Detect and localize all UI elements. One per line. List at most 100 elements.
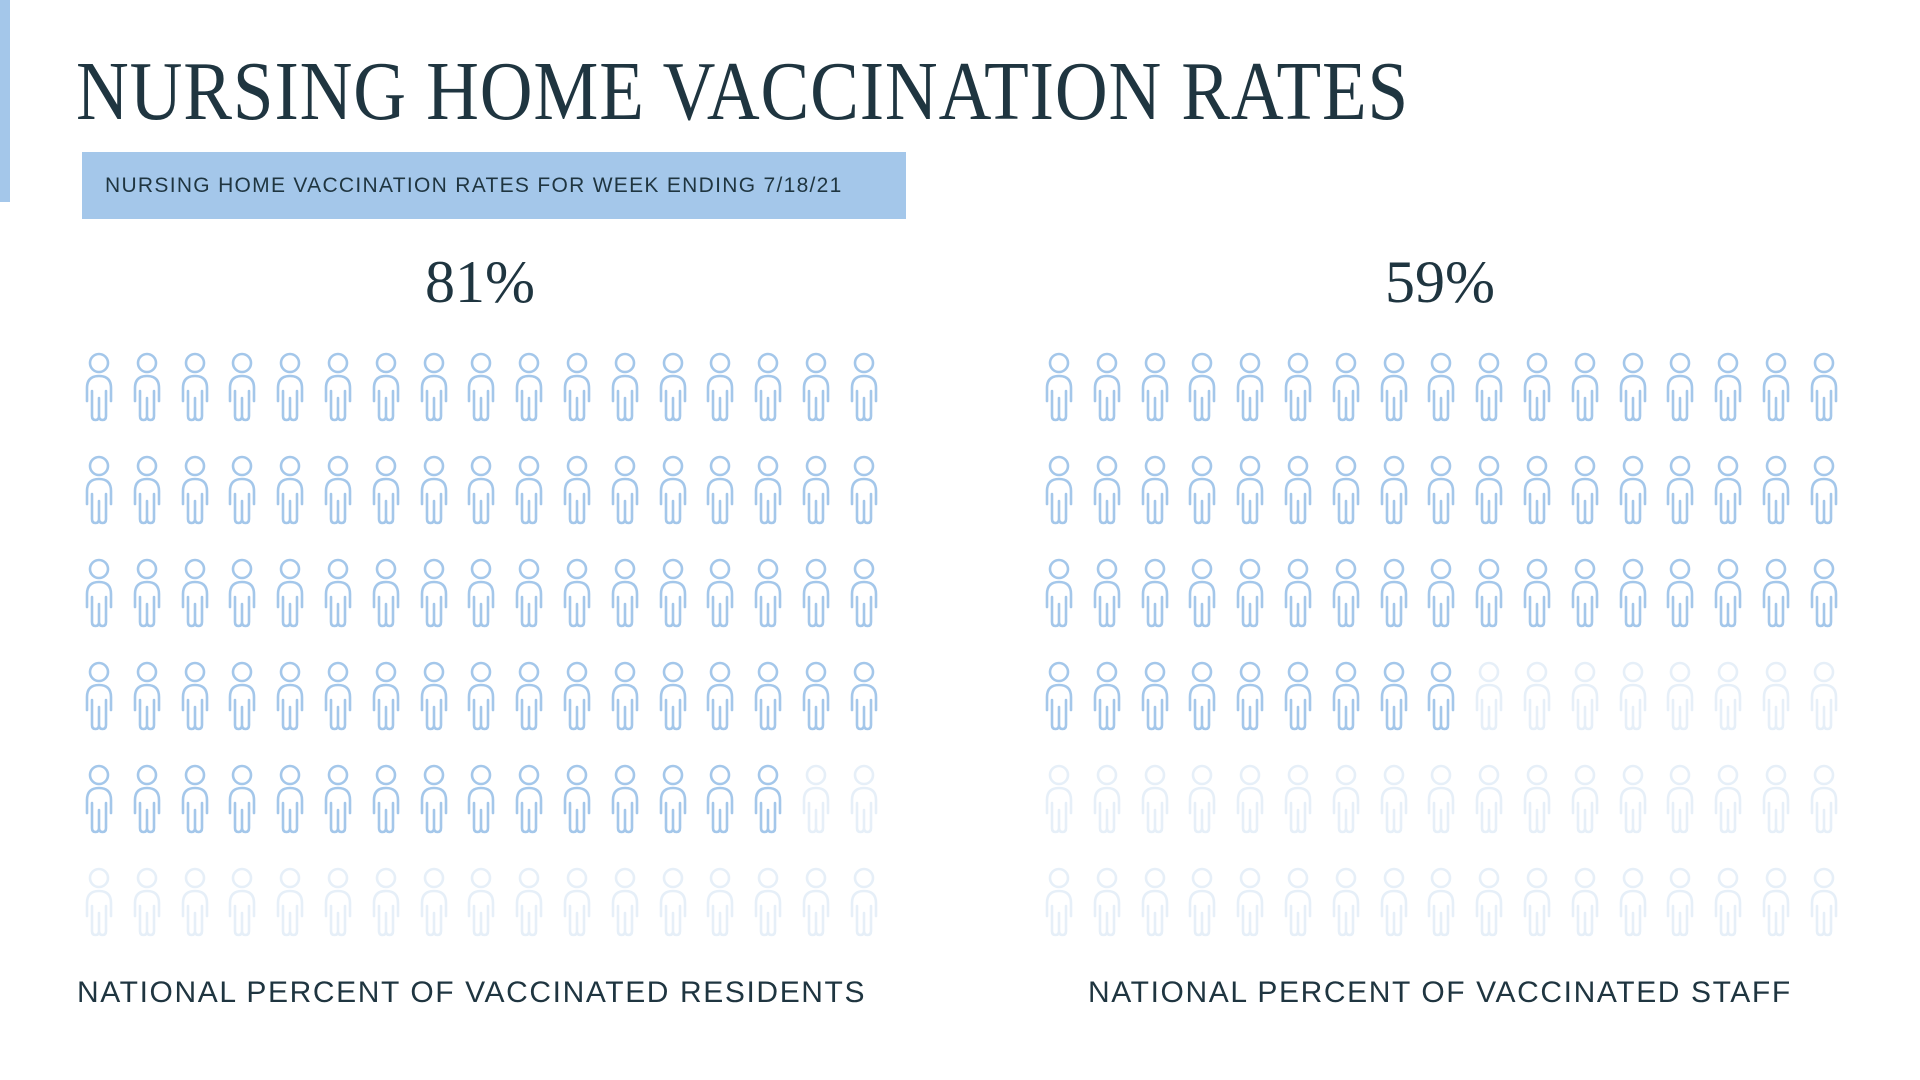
person-icon-filled [850,661,878,731]
person-icon-faded [1236,764,1264,834]
person-icon-faded [1571,661,1599,731]
person-icon-filled [181,352,208,422]
person-icon-filled [515,764,543,834]
person-icon-filled [276,352,304,422]
person-icon-filled [1667,455,1694,525]
person-icon-filled [1284,352,1312,422]
person-icon-filled [181,558,208,628]
person-icon-faded [1619,661,1646,731]
person-icon-filled [802,352,830,422]
person-icon-filled [181,455,208,525]
person-icon-filled [754,455,782,525]
person-icon-filled [324,764,352,834]
person-icon-filled [850,558,878,628]
person-icon-filled [1667,352,1694,422]
person-icon-filled [1714,352,1742,422]
person-icon-filled [1810,352,1838,422]
person-icon-faded [1141,764,1168,834]
subtitle-banner: NURSING HOME VACCINATION RATES FOR WEEK … [82,152,906,219]
person-icon-filled [1714,558,1742,628]
person-icon-faded [754,867,782,937]
person-icon-filled [324,455,352,525]
person-icon-filled [1762,352,1790,422]
person-icon-filled [420,558,447,628]
person-icon-filled [468,558,495,628]
person-icon-filled [181,661,208,731]
person-icon-faded [1428,764,1455,834]
person-icon-filled [1762,558,1790,628]
person-icon-filled [1619,558,1646,628]
person-icon-filled [372,764,400,834]
person-icon-filled [1428,558,1455,628]
person-icon-filled [563,558,591,628]
person-icon-faded [515,867,543,937]
person-icon-filled [850,455,878,525]
person-icon-faded [1571,764,1599,834]
person-icon-faded [85,867,113,937]
person-icon-filled [1762,455,1790,525]
staff-percent: 59% [1385,249,1495,315]
person-icon-filled [1141,455,1168,525]
person-icon-filled [659,352,686,422]
person-icon-filled [1619,455,1646,525]
residents-percent: 81% [425,249,535,315]
person-icon-filled [1571,455,1599,525]
person-icon-filled [1475,558,1503,628]
person-icon-filled [133,352,161,422]
person-icon-filled [754,661,782,731]
residents-label: NATIONAL PERCENT OF VACCINATED RESIDENTS [77,976,867,1009]
person-icon-faded [1810,764,1838,834]
person-icon-filled [1810,558,1838,628]
person-icon-faded [420,867,447,937]
person-icon-faded [659,867,686,937]
person-icon-filled [1571,352,1599,422]
person-icon-filled [324,558,352,628]
person-icon-filled [802,661,830,731]
person-icon-faded [1141,867,1168,937]
person-icon-faded [611,867,639,937]
person-icon-filled [324,661,352,731]
person-icon-faded [1714,867,1742,937]
person-icon-filled [372,558,400,628]
person-icon-filled [1045,352,1073,422]
person-icon-filled [1380,661,1407,731]
person-icon-filled [707,764,734,834]
person-icon-filled [1667,558,1694,628]
person-icon-filled [1332,455,1360,525]
person-icon-faded [1284,867,1312,937]
person-icon-faded [1189,867,1216,937]
person-icon-faded [372,867,400,937]
person-icon-filled [611,661,639,731]
person-icon-filled [563,455,591,525]
person-icon-filled [1093,661,1121,731]
person-icon-filled [1236,455,1264,525]
person-icon-filled [1332,558,1360,628]
person-icon-filled [468,661,495,731]
person-icon-faded [133,867,161,937]
person-icon-filled [85,764,113,834]
person-icon-faded [1714,764,1742,834]
person-icon-filled [229,352,256,422]
person-icon-filled [133,558,161,628]
person-icon-faded [1762,661,1790,731]
accent-bar [0,0,10,202]
person-icon-filled [707,558,734,628]
person-icon-filled [850,352,878,422]
person-icon-faded [1810,867,1838,937]
person-icon-faded [1714,661,1742,731]
person-icon-faded [1093,867,1121,937]
person-icon-filled [85,661,113,731]
person-icon-filled [515,352,543,422]
person-icon-filled [1045,455,1073,525]
person-icon-filled [515,558,543,628]
person-icon-filled [133,764,161,834]
person-icon-filled [420,764,447,834]
person-icon-faded [1475,867,1503,937]
person-icon-filled [181,764,208,834]
person-icon-filled [276,455,304,525]
person-icon-filled [563,352,591,422]
person-icon-filled [1475,455,1503,525]
person-icon-filled [229,764,256,834]
person-icon-faded [1619,867,1646,937]
person-icon-filled [276,661,304,731]
